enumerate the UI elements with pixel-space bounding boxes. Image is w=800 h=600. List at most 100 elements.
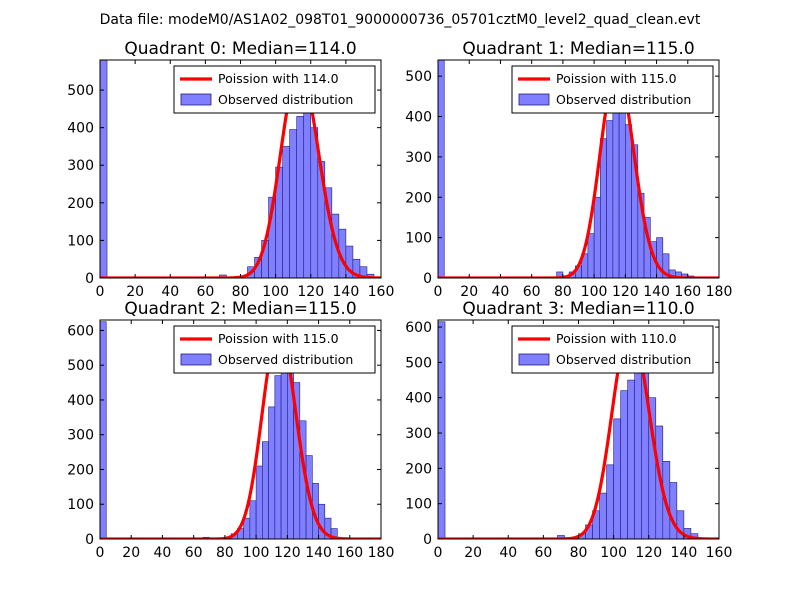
histogram-bar — [620, 390, 628, 539]
x-tick-label: 120 — [274, 545, 301, 561]
plot-area — [438, 60, 719, 278]
legend-box — [511, 65, 714, 114]
histogram-bar — [669, 482, 678, 539]
x-tick-label: 140 — [333, 284, 360, 300]
y-tick-label: 100 — [405, 231, 432, 247]
x-tick-label: 140 — [305, 545, 332, 561]
axes-frame — [99, 319, 382, 540]
y-tick-label: 100 — [67, 233, 94, 249]
histogram-bar — [262, 441, 269, 539]
y-tick-label: 300 — [67, 158, 94, 174]
histogram-bar — [593, 196, 601, 278]
histogram-bar — [627, 379, 635, 539]
legend-curve-label: Poission with 115.0 — [218, 331, 339, 346]
histogram-bar — [606, 464, 614, 539]
x-tick-label: 20 — [126, 284, 144, 300]
histogram-bar — [600, 138, 607, 278]
histogram-bar — [625, 124, 632, 278]
legend-bars-swatch — [180, 353, 212, 366]
legend-bars-label: Observed distribution — [218, 352, 353, 367]
x-tick-label: 60 — [185, 545, 203, 561]
subplot-quadrant-1: 0 20 40 60 80 100 120 140 160 1800100200300400500… — [405, 39, 732, 300]
x-tick-label: 160 — [674, 284, 701, 300]
subplot-title: Quadrant 1: Median=115.0 — [462, 39, 694, 59]
histogram-bar — [618, 112, 626, 278]
x-tick-label: 80 — [554, 284, 572, 300]
x-tick-label: 100 — [581, 284, 608, 300]
x-tick-label: 60 — [534, 545, 552, 561]
x-tick-label: 20 — [460, 284, 478, 300]
y-tick-label: 300 — [405, 426, 432, 442]
histogram-bar — [100, 60, 108, 278]
x-tick-label: 0 — [96, 545, 105, 561]
y-tick-label: 400 — [67, 393, 94, 409]
x-tick-label: 80 — [232, 284, 250, 300]
figure-title: Data file: modeM0/AS1A02_098T01_90000007… — [100, 12, 701, 28]
histogram-bar — [296, 116, 305, 278]
plot-area — [100, 60, 381, 278]
y-tick-label: 500 — [67, 358, 94, 374]
x-tick-label: 140 — [671, 545, 698, 561]
legend-curve-label: Poission with 115.0 — [556, 71, 677, 86]
legend-bars-swatch — [518, 353, 550, 366]
x-tick-label: 60 — [196, 284, 214, 300]
x-tick-label: 100 — [600, 545, 627, 561]
y-tick-label: 100 — [405, 497, 432, 513]
poisson-curve — [100, 328, 381, 539]
x-tick-label: 80 — [570, 545, 588, 561]
legend-bars-label: Observed distribution — [556, 92, 691, 107]
y-tick-label: 500 — [405, 69, 432, 85]
y-tick-label: 0 — [423, 532, 432, 548]
x-tick-label: 120 — [612, 284, 639, 300]
histogram-bar — [274, 375, 282, 539]
y-tick-label: 200 — [405, 461, 432, 477]
x-tick-label: 180 — [368, 545, 395, 561]
y-tick-label: 0 — [85, 532, 94, 548]
x-tick-label: 40 — [161, 284, 179, 300]
y-tick-label: 200 — [67, 462, 94, 478]
subplot-quadrant-3: 0 20 40 60 80 100 120 140 160 0 100 200 300 400 500 600… — [405, 299, 732, 561]
y-tick-label: 600 — [405, 320, 432, 336]
histogram-bar — [303, 104, 312, 278]
legend-bars-label: Observed distribution — [218, 92, 353, 107]
legend: Poission with 110.0 Observed distribution — [511, 325, 714, 374]
x-tick-label: 20 — [464, 545, 482, 561]
y-tick-label: 600 — [67, 323, 94, 339]
poisson-curve — [438, 68, 719, 278]
histogram-bar — [438, 321, 446, 539]
histogram-bar — [249, 500, 257, 539]
y-tick-label: 300 — [67, 428, 94, 444]
y-tick-label: 500 — [67, 83, 94, 99]
histogram-bar — [587, 233, 595, 278]
legend-curve-label: Poission with 110.0 — [556, 331, 677, 346]
x-tick-label: 120 — [297, 284, 324, 300]
y-tick-label: 400 — [405, 110, 432, 126]
subplot-title: Quadrant 2: Median=115.0 — [124, 299, 356, 319]
x-tick-label: 100 — [243, 545, 270, 561]
histogram-bar — [255, 465, 263, 539]
x-tick-label: 160 — [706, 545, 733, 561]
subplot-quadrant-0: 0 20 40 60 80 100 120 140 160 0 100 200 300 400 500 Qua… — [67, 39, 394, 300]
legend-bars-swatch — [180, 93, 212, 106]
x-tick-label: 0 — [434, 545, 443, 561]
subplot-quadrant-2: 0 20 40 60 80 100 120 140 160 1800100200300400500… — [67, 299, 394, 561]
x-tick-label: 20 — [122, 545, 140, 561]
y-tick-label: 200 — [405, 190, 432, 206]
plot-area — [100, 321, 381, 539]
histogram-bar — [606, 120, 614, 278]
legend-bars-swatch — [518, 93, 550, 106]
x-tick-label: 160 — [368, 284, 395, 300]
y-tick-label: 400 — [405, 391, 432, 407]
legend: Poission with 114.0 Observed distribution — [173, 65, 376, 114]
histogram-bar — [359, 266, 368, 278]
histogram-bar — [268, 406, 276, 539]
y-tick-label: 400 — [67, 121, 94, 137]
y-tick-label: 0 — [85, 271, 94, 287]
plot-area — [438, 321, 719, 539]
x-tick-label: 60 — [523, 284, 541, 300]
histogram-bar — [613, 418, 621, 539]
y-tick-label: 0 — [423, 271, 432, 287]
x-tick-label: 160 — [336, 545, 363, 561]
x-tick-label: 0 — [434, 284, 443, 300]
